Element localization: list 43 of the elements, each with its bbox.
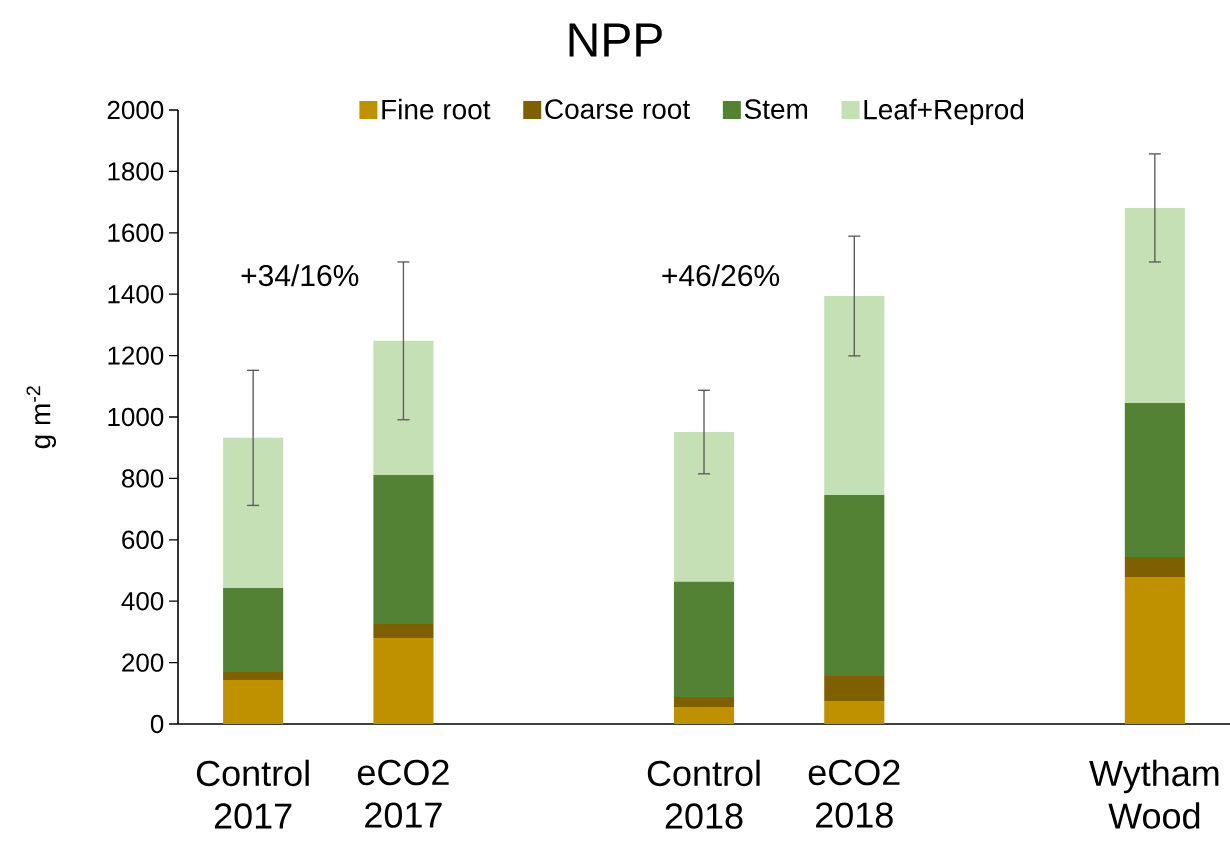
y-tick-label: 1400: [108, 284, 164, 304]
y-tick-label: 600: [122, 530, 164, 549]
y-tick-label: 2000: [107, 100, 164, 120]
bar: [673, 696, 735, 708]
y-tick-label: 0: [150, 714, 164, 734]
y-axis-title: g m$^{-2}$: [26, 386, 56, 449]
bar: [673, 581, 735, 697]
x-tick-label: Wytham Wood: [1089, 759, 1219, 829]
bar: [1124, 556, 1185, 577]
legend-label: Stem: [744, 99, 808, 120]
bar: [824, 700, 885, 724]
bar: [1124, 207, 1185, 403]
y-tick-label: 400: [121, 592, 164, 611]
bar: [373, 623, 434, 639]
legend-label: Fine root: [382, 98, 491, 120]
bar: [373, 638, 434, 724]
bar: [673, 432, 735, 582]
annotation: +46/26%: [662, 264, 780, 287]
x-tick-label: Control 2017: [196, 759, 309, 829]
annotation: +34/16%: [241, 264, 359, 287]
x-tick-label: Control 2018: [647, 759, 760, 829]
bar: [373, 475, 434, 624]
y-tick-label: 1600: [108, 223, 164, 242]
bar: [1124, 576, 1185, 724]
bar: [824, 296, 885, 495]
x-tick-label: eCO2 2017: [357, 759, 449, 828]
legend-label: Coarse root: [545, 99, 690, 120]
y-tick-label: 800: [122, 469, 164, 488]
y-tick-label: 1000: [108, 407, 164, 427]
y-tick-label: 1200: [108, 346, 164, 365]
bar: [673, 707, 735, 724]
bar: [223, 437, 284, 588]
legend-label: Leaf+Reprod: [864, 98, 1024, 125]
bar: [1124, 402, 1185, 557]
bar: [824, 676, 885, 701]
bar: [223, 587, 284, 673]
bar: [824, 494, 885, 677]
y-tick-label: 1800: [108, 162, 164, 181]
y-tick-label: 200: [122, 653, 164, 672]
x-tick-label: eCO2 2018: [808, 759, 900, 828]
bar: [223, 680, 284, 724]
bar: [223, 672, 284, 681]
chart-title: NPP: [569, 23, 662, 57]
